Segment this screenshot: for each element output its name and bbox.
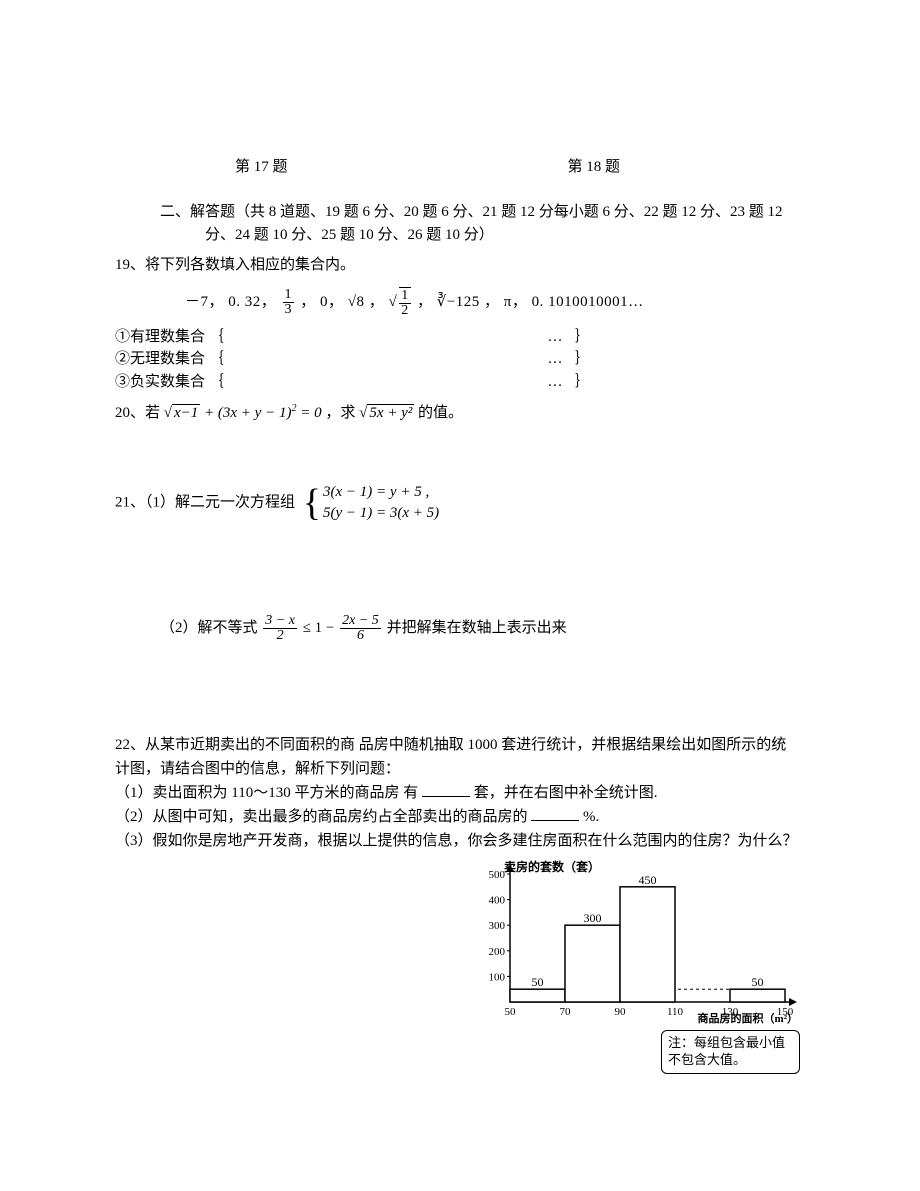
- figure-labels: 第 17 题 第 18 题: [115, 155, 800, 176]
- sys-line1: 3(x − 1) = y + 5 ,: [323, 482, 439, 503]
- chart-note: 注：每组包含最小值 不包含大值。: [661, 1030, 800, 1074]
- q20: 20、若 √x−1 + (3x + y − 1)2 = 0 ，求 √5x + y…: [115, 401, 800, 422]
- svg-text:50: 50: [752, 975, 764, 989]
- set-irrational: ②无理数集合 ｛…｝: [115, 348, 800, 371]
- ineq-right: 2x − 5 6: [340, 614, 381, 643]
- svg-text:100: 100: [489, 971, 506, 983]
- section-2-header: 二、解答题（共 8 道题、19 题 6 分、20 题 6 分、21 题 12 分…: [115, 201, 800, 246]
- blank-2: [531, 806, 579, 821]
- svg-text:70: 70: [560, 1006, 572, 1018]
- section-2-text: 二、解答题（共 8 道题、19 题 6 分、20 题 6 分、21 题 12 分…: [160, 201, 800, 246]
- q19-seg-b: ， 0，: [300, 293, 343, 309]
- svg-text:50: 50: [532, 975, 544, 989]
- bar-chart: 卖房的套数（套）10020030040050050709011013015050…: [470, 859, 800, 1024]
- q21-part1: 21、（1）解二元一次方程组 { 3(x − 1) = y + 5 , 5(y …: [115, 482, 800, 524]
- q20-expr1: √x−1 + (3x + y − 1)2 = 0: [164, 405, 322, 421]
- q22-p1: 22、从某市近期卖出的不同面积的商 品房中随机抽取 1000 套进行统计，并根据…: [115, 733, 800, 781]
- svg-text:500: 500: [489, 869, 506, 881]
- svg-text:商品房的面积（m²）: 商品房的面积（m²）: [698, 1011, 798, 1024]
- svg-text:110: 110: [667, 1006, 684, 1018]
- q22: 22、从某市近期卖出的不同面积的商 品房中随机抽取 1000 套进行统计，并根据…: [115, 733, 800, 1074]
- frac-1-3: 1 3: [283, 288, 295, 317]
- svg-text:50: 50: [505, 1006, 517, 1018]
- system: { 3(x − 1) = y + 5 , 5(y − 1) = 3(x + 5): [303, 482, 439, 524]
- q19-numbers: －7， 0. 32， 1 3 ， 0， √8 ， √ 1 2 ， ∛−125 ，…: [185, 287, 800, 318]
- q20-expr2: √5x + y²: [359, 404, 414, 421]
- set-negative: ③负实数集合 ｛…｝: [115, 371, 800, 394]
- q22-p2: （1）卖出面积为 110～130 平方米的商品房 有 套，并在右图中补全统计图.: [115, 781, 800, 805]
- svg-text:卖房的套数（套）: 卖房的套数（套）: [504, 859, 600, 874]
- sqrt-half-frac: 1 2: [399, 287, 411, 318]
- svg-text:90: 90: [615, 1006, 627, 1018]
- sys-line2: 5(y − 1) = 3(x + 5): [323, 503, 439, 524]
- blank-1: [422, 782, 470, 797]
- svg-text:300: 300: [489, 920, 506, 932]
- q19: 19、将下列各数填入相应的集合内。 －7， 0. 32， 1 3 ， 0， √8…: [115, 254, 800, 393]
- q21-part2: （2）解不等式 3 − x 2 ≤ 1 − 2x − 5 6 并把解集在数轴上表…: [160, 614, 800, 643]
- sqrt8: √8: [348, 293, 365, 309]
- q19-seg-c: ， ∛−125 ， π， 0. 1010010001…: [417, 293, 644, 309]
- set-rational: ①有理数集合 ｛…｝: [115, 326, 800, 349]
- svg-text:400: 400: [489, 895, 506, 907]
- svg-text:300: 300: [584, 911, 602, 925]
- brace-icon: {: [303, 482, 321, 524]
- q22-p3: （2）从图中可知，卖出最多的商品房约占全部卖出的商品房的 %.: [115, 805, 800, 829]
- svg-text:200: 200: [489, 946, 506, 958]
- q22-p4: （3）假如你是房地产开发商，根据以上提供的信息，你会多建住房面积在什么范围内的住…: [115, 829, 800, 853]
- label-q17: 第 17 题: [235, 155, 288, 176]
- ineq-left: 3 − x 2: [263, 614, 297, 643]
- q19-seg-a: －7， 0. 32，: [185, 293, 276, 309]
- label-q18: 第 18 题: [568, 155, 621, 176]
- svg-text:450: 450: [639, 873, 657, 887]
- sqrt-half: √: [389, 293, 398, 309]
- q19-title: 19、将下列各数填入相应的集合内。: [115, 254, 800, 277]
